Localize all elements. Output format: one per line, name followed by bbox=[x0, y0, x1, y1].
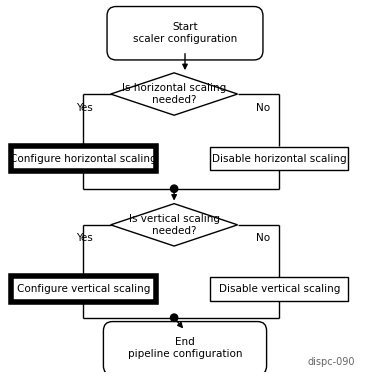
Text: End
pipeline configuration: End pipeline configuration bbox=[128, 338, 242, 359]
Text: Disable vertical scaling: Disable vertical scaling bbox=[219, 284, 340, 294]
FancyBboxPatch shape bbox=[107, 6, 263, 60]
Text: Is horizontal scaling
needed?: Is horizontal scaling needed? bbox=[122, 83, 226, 105]
Text: Configure horizontal scaling: Configure horizontal scaling bbox=[10, 153, 157, 164]
Bar bbox=[211, 147, 348, 170]
Bar bbox=[11, 276, 156, 302]
Text: dispc-090: dispc-090 bbox=[308, 357, 356, 367]
Text: Is vertical scaling
needed?: Is vertical scaling needed? bbox=[129, 214, 220, 236]
Text: No: No bbox=[256, 233, 270, 244]
Text: Start
scaler configuration: Start scaler configuration bbox=[133, 23, 237, 44]
Text: No: No bbox=[256, 103, 270, 113]
Bar bbox=[11, 146, 156, 171]
Text: Disable horizontal scaling: Disable horizontal scaling bbox=[212, 153, 347, 164]
Bar bbox=[211, 277, 348, 301]
Circle shape bbox=[171, 185, 178, 193]
FancyBboxPatch shape bbox=[103, 321, 266, 375]
Polygon shape bbox=[111, 73, 238, 115]
Text: Yes: Yes bbox=[76, 103, 92, 113]
Circle shape bbox=[171, 314, 178, 321]
Text: Configure vertical scaling: Configure vertical scaling bbox=[17, 284, 150, 294]
Text: Yes: Yes bbox=[76, 233, 92, 244]
Polygon shape bbox=[111, 204, 238, 246]
